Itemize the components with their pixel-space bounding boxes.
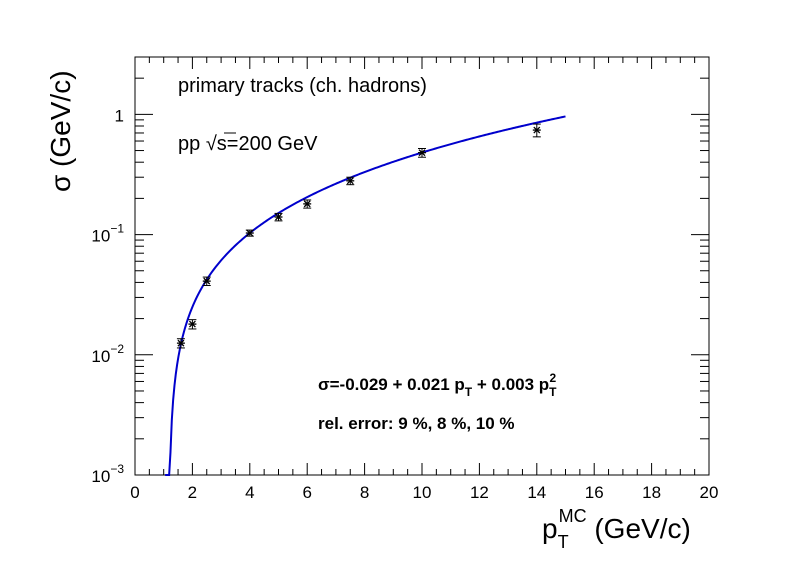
fit-curve [165,115,566,476]
data-point [176,338,185,349]
x-tick-label: 2 [188,483,197,502]
y-tick-labels: 10−3 10−2 10−1 1 [91,106,124,486]
annotation-primary-tracks: primary tracks (ch. hadrons) [178,75,427,97]
x-tick-label: 12 [470,483,489,502]
x-tick-label: 10 [413,483,432,502]
x-axis-title: pTMC (GeV/c) [542,506,691,552]
data-point [245,229,254,237]
data-point [532,123,541,138]
x-tick-label: 14 [527,483,546,502]
data-points [176,123,541,349]
data-point [303,199,312,209]
x-tick-label: 8 [360,483,369,502]
x-tick-label: 0 [130,483,139,502]
data-point [274,212,283,222]
data-point [188,319,197,330]
y-tick-label: 10−1 [91,222,124,246]
x-tick-labels: 0 2 4 6 8 10 12 14 16 18 20 [130,483,718,502]
x-tick-label: 18 [642,483,661,502]
data-point [346,176,355,186]
y-tick-label: 10−3 [91,462,124,486]
y-axis-title: σ (GeV/c) [45,70,76,192]
y-tick-label: 1 [115,106,124,125]
x-tick-label: 16 [585,483,604,502]
annotation-rel-error: rel. error: 9 %, 8 %, 10 % [318,414,515,433]
x-tick-label: 20 [700,483,719,502]
data-point [418,147,426,158]
axis-ticks [134,56,710,476]
y-tick-label: 10−2 [91,342,124,366]
x-tick-label: 4 [245,483,254,502]
annotation-collision-energy: pp √s=200 GeV [178,133,318,155]
data-point [202,276,211,287]
sqrt-symbol: √ [206,133,217,155]
annotation-fit-formula: σ=-0.029 + 0.021 pT + 0.003 pT2 [318,371,557,399]
x-tick-label: 6 [302,483,311,502]
